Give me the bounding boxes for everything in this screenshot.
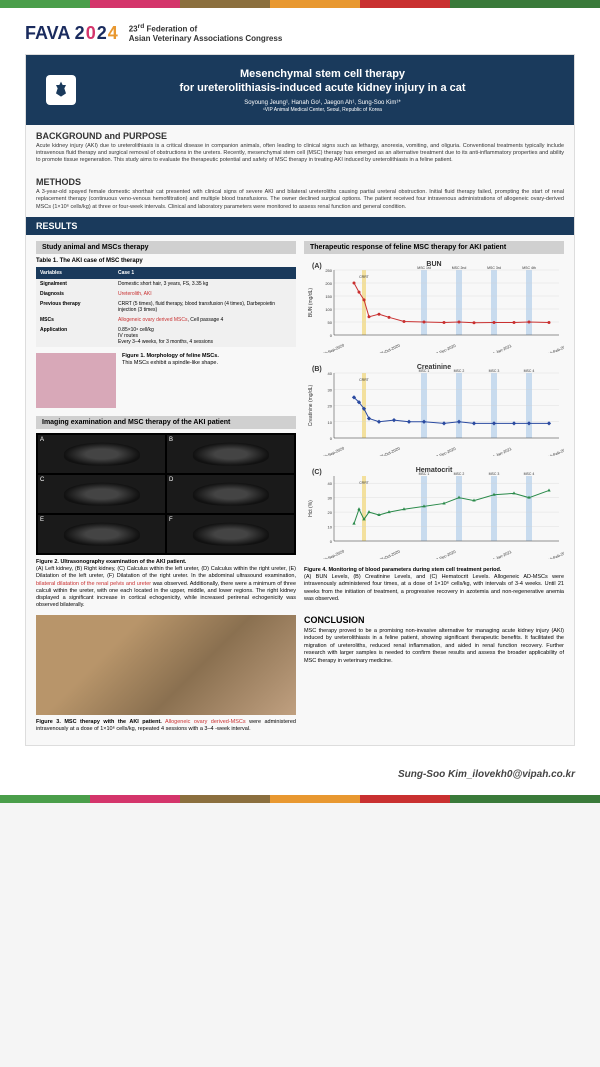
figure3-image xyxy=(36,615,296,715)
title-text: Mesenchymal stem cell therapyfor uretero… xyxy=(91,67,554,113)
figure1-block: Figure 1. Morphology of feline MSCs.This… xyxy=(36,353,296,408)
chart-hematocrit: (C)HematocritMSC 1MSC 2MSC 3MSC 4CRRT010… xyxy=(304,464,564,559)
svg-text:(A): (A) xyxy=(312,263,322,270)
bottom-color-stripe xyxy=(0,795,600,803)
fava-logo: FAVA 2024 xyxy=(25,23,119,44)
svg-text:CRRT: CRRT xyxy=(359,481,370,485)
svg-text:22-Sep-2020: 22-Sep-2020 xyxy=(322,342,346,353)
svg-text:CRRT: CRRT xyxy=(359,275,370,279)
contact-email: Sung-Soo Kim_ilovekh0@vipah.co.kr xyxy=(0,761,600,795)
figure2-caption: Figure 2. Ultrasonography examination of… xyxy=(36,559,296,609)
svg-text:22-Sep-2020: 22-Sep-2020 xyxy=(322,445,346,456)
svg-text:(B): (B) xyxy=(312,366,322,373)
svg-text:CRRT: CRRT xyxy=(359,378,370,382)
conclusion-body: MSC therapy proved to be a promising non… xyxy=(304,628,564,665)
table1: VariablesCase 1 SignalmentDomestic short… xyxy=(36,267,296,347)
authors: Soyoung Jeung¹, Hanah Go¹, Jaegon Ah¹, S… xyxy=(91,100,554,106)
svg-text:MSC 4th: MSC 4th xyxy=(522,266,536,270)
svg-text:28-Oct-2020: 28-Oct-2020 xyxy=(378,342,401,353)
svg-text:6-Jan-2021: 6-Jan-2021 xyxy=(492,446,513,456)
svg-text:250: 250 xyxy=(325,268,332,273)
svg-text:10: 10 xyxy=(328,420,333,425)
svg-text:20: 20 xyxy=(328,510,333,515)
svg-text:20: 20 xyxy=(328,404,333,409)
background-heading: BACKGROUND and PURPOSE xyxy=(26,125,574,143)
svg-text:2-Dec-2020: 2-Dec-2020 xyxy=(435,343,457,353)
svg-text:100: 100 xyxy=(325,307,332,312)
figure1-caption: Figure 1. Morphology of feline MSCs.This… xyxy=(122,353,219,367)
background-body: Acute kidney injury (AKI) due to uretero… xyxy=(26,143,574,171)
affiliation: ¹VIP Animal Medical Center, Seoul, Repub… xyxy=(91,107,554,113)
right-column: Therapeutic response of feline MSC thera… xyxy=(304,241,564,739)
svg-text:0: 0 xyxy=(330,436,333,441)
page: FAVA 2024 23rd Federation ofAsian Veteri… xyxy=(0,0,600,803)
svg-text:40: 40 xyxy=(328,481,333,486)
svg-text:30: 30 xyxy=(328,496,333,501)
results-heading: RESULTS xyxy=(26,217,574,235)
svg-text:MSC 2: MSC 2 xyxy=(454,369,465,373)
svg-text:Hct (%): Hct (%) xyxy=(308,500,314,517)
cat-icon xyxy=(46,75,76,105)
left-column: Study animal and MSCs therapy Table 1. T… xyxy=(36,241,296,739)
th-variables: Variables xyxy=(36,267,114,279)
figure4-caption: Figure 4. Monitoring of blood parameters… xyxy=(304,567,564,603)
svg-text:6-Jan-2021: 6-Jan-2021 xyxy=(492,343,513,353)
chart-creatinine: (B)CreatinineMSC 1MSC 2MSC 3MSC 4CRRT010… xyxy=(304,361,564,456)
figure3-caption: Figure 3. MSC therapy with the AKI patie… xyxy=(36,719,296,733)
svg-text:28-Oct-2020: 28-Oct-2020 xyxy=(378,445,401,456)
title-block: Mesenchymal stem cell therapyfor uretero… xyxy=(26,55,574,125)
svg-text:40: 40 xyxy=(328,371,333,376)
svg-text:50: 50 xyxy=(328,320,333,325)
svg-text:MSC 2nd: MSC 2nd xyxy=(452,266,467,270)
svg-text:MSC 3: MSC 3 xyxy=(489,369,500,373)
svg-text:200: 200 xyxy=(325,281,332,286)
svg-text:6-Jan-2021: 6-Jan-2021 xyxy=(492,549,513,559)
svg-text:10-Feb-2021: 10-Feb-2021 xyxy=(547,342,564,353)
svg-text:2-Dec-2020: 2-Dec-2020 xyxy=(435,549,457,559)
imaging-heading: Imaging examination and MSC therapy of t… xyxy=(36,416,296,429)
figure1-image xyxy=(36,353,116,408)
table1-caption: Table 1. The AKI case of MSC therapy xyxy=(36,258,296,264)
congress-title: 23rd Federation ofAsian Veterinary Assoc… xyxy=(129,23,283,44)
ultrasound-grid: ABCDEF xyxy=(36,433,296,555)
header: FAVA 2024 23rd Federation ofAsian Veteri… xyxy=(0,8,600,54)
top-color-stripe xyxy=(0,0,600,8)
svg-text:MSC 4: MSC 4 xyxy=(524,472,535,476)
svg-text:MSC 1st: MSC 1st xyxy=(417,266,430,270)
conclusion-heading: CONCLUSION xyxy=(304,609,564,628)
svg-text:Creatinine (mg/dL): Creatinine (mg/dL) xyxy=(308,385,314,427)
svg-text:10-Feb-2021: 10-Feb-2021 xyxy=(547,548,564,559)
svg-text:BUN (mg/dL): BUN (mg/dL) xyxy=(308,288,314,318)
svg-text:2-Dec-2020: 2-Dec-2020 xyxy=(435,446,457,456)
results-columns: Study animal and MSCs therapy Table 1. T… xyxy=(26,235,574,745)
svg-text:MSC 3rd: MSC 3rd xyxy=(487,266,501,270)
svg-text:MSC 1: MSC 1 xyxy=(419,472,430,476)
methods-body: A 3-year-old spayed female domestic shor… xyxy=(26,189,574,217)
svg-text:MSC 3: MSC 3 xyxy=(489,472,500,476)
chart-bun: (A)BUNMSC 1stMSC 2ndMSC 3rdMSC 4thCRRT05… xyxy=(304,258,564,353)
svg-text:(C): (C) xyxy=(312,469,322,476)
therapeutic-response-heading: Therapeutic response of feline MSC thera… xyxy=(304,241,564,254)
svg-text:MSC 4: MSC 4 xyxy=(524,369,535,373)
svg-text:10-Feb-2021: 10-Feb-2021 xyxy=(547,445,564,456)
svg-text:MSC 1: MSC 1 xyxy=(419,369,430,373)
svg-text:150: 150 xyxy=(325,294,332,299)
svg-text:0: 0 xyxy=(330,539,333,544)
svg-text:10: 10 xyxy=(328,525,333,530)
study-animal-heading: Study animal and MSCs therapy xyxy=(36,241,296,254)
poster-title: Mesenchymal stem cell therapyfor uretero… xyxy=(91,67,554,96)
methods-heading: METHODS xyxy=(26,171,574,189)
poster: Mesenchymal stem cell therapyfor uretero… xyxy=(25,54,575,746)
svg-text:28-Oct-2020: 28-Oct-2020 xyxy=(378,548,401,559)
th-case1: Case 1 xyxy=(114,267,296,279)
svg-text:MSC 2: MSC 2 xyxy=(454,472,465,476)
svg-text:22-Sep-2020: 22-Sep-2020 xyxy=(322,548,346,559)
svg-text:30: 30 xyxy=(328,387,333,392)
svg-text:0: 0 xyxy=(330,333,333,338)
